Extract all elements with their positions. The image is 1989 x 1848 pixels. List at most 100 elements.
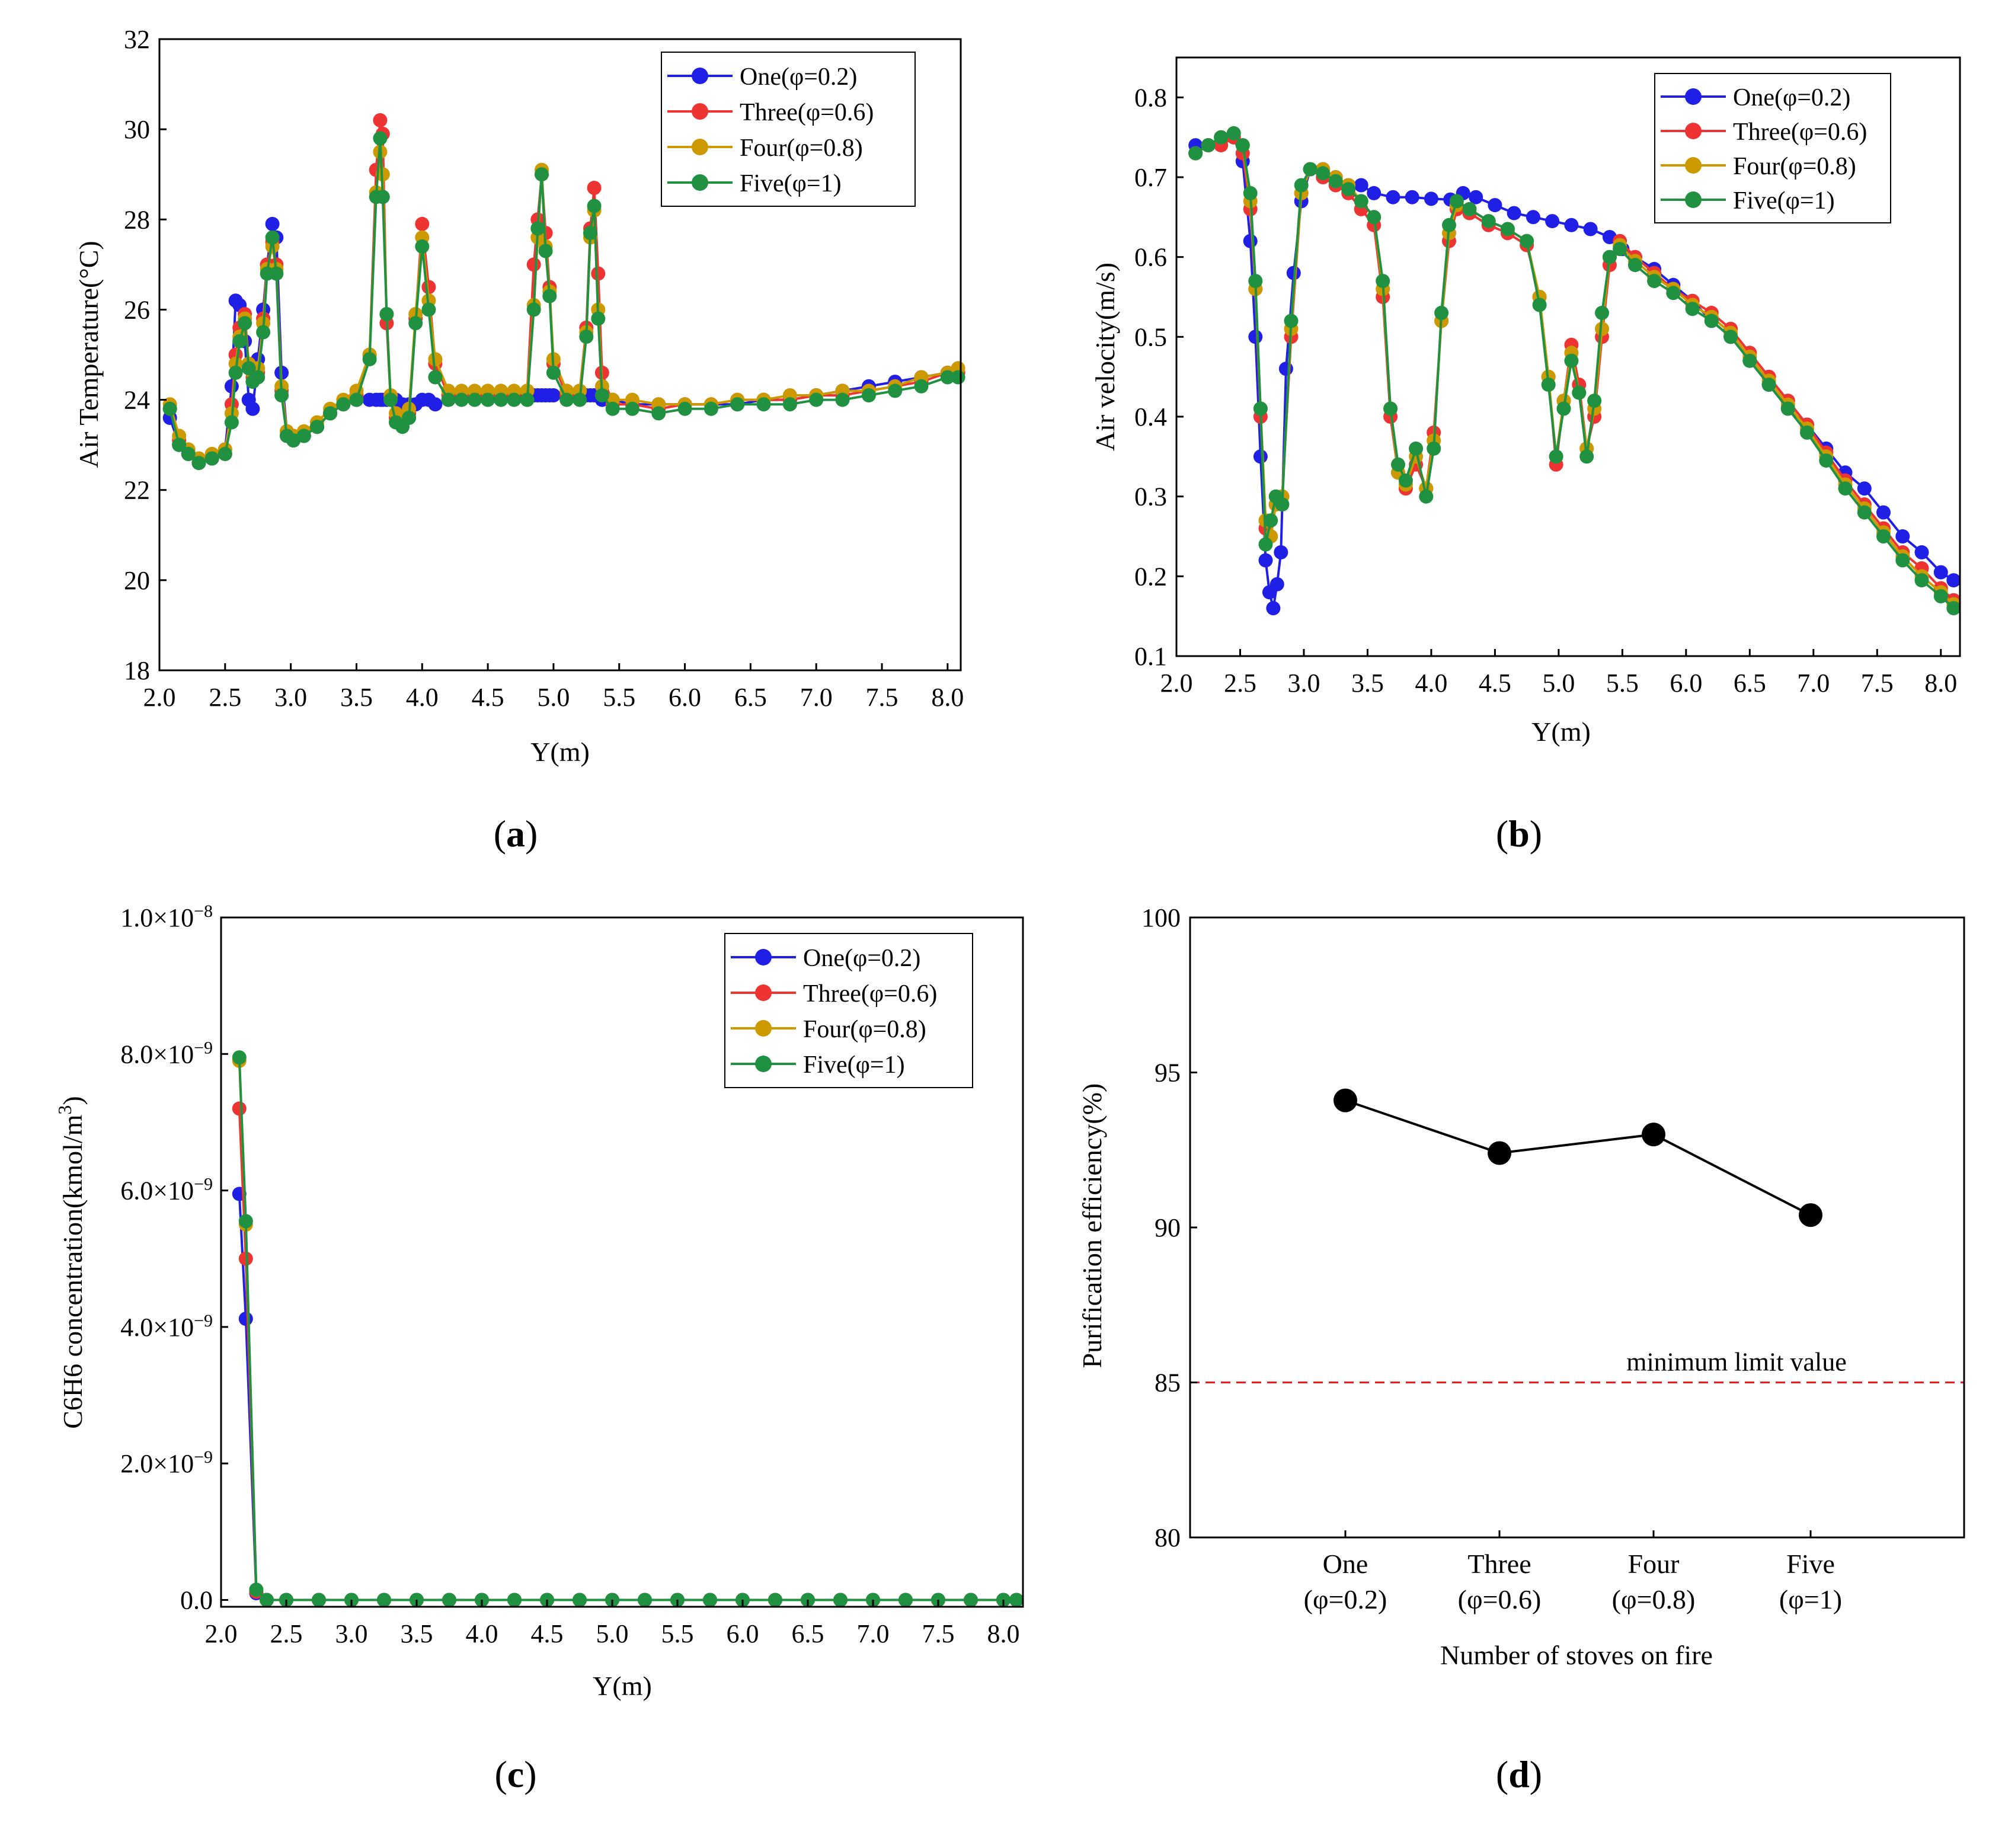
panel-d-frame <box>1189 916 1965 1539</box>
data-point-five <box>362 352 377 367</box>
panel-a-xlabel: Y(m) <box>530 737 590 767</box>
data-point-one <box>1278 362 1293 376</box>
legend-label: One(φ=0.2) <box>1733 84 1850 111</box>
panel-b-ytick-label: 0.6 <box>1134 243 1167 272</box>
panel-a-xtick-label: 7.0 <box>800 683 833 712</box>
panel-c-ytick-label: 4.0×10−9 <box>120 1310 213 1342</box>
panel-a-ytick-label: 32 <box>124 25 150 54</box>
panel-b-caption-letter: b <box>1508 813 1530 855</box>
data-point-one <box>1946 573 1961 588</box>
panel-d-series <box>1334 1088 1822 1227</box>
data-point-five <box>1462 202 1477 216</box>
data-point-five <box>1556 401 1571 416</box>
data-point-five <box>383 392 398 407</box>
panel-b-series <box>1188 126 1961 616</box>
data-point-one <box>1258 553 1273 568</box>
data-point-five <box>269 266 284 281</box>
data-point-five <box>1838 481 1853 496</box>
panel-c-caption: (c) <box>494 1753 536 1795</box>
panel-c-xtick-label: 7.0 <box>857 1619 890 1648</box>
data-point-five <box>1009 1593 1024 1607</box>
legend-label: One(φ=0.2) <box>740 63 857 91</box>
legend-label: Five(φ=1) <box>1733 187 1835 215</box>
panel-c-xtick-label: 2.5 <box>270 1619 303 1648</box>
data-point-five <box>530 221 545 236</box>
data-point-five <box>415 239 430 254</box>
series-line-four <box>238 1060 1016 1601</box>
data-point-five <box>1434 305 1449 320</box>
legend-label: Five(φ=1) <box>803 1051 905 1079</box>
data-point-five <box>312 1593 326 1607</box>
panel-d-xtick-label-line1: Three <box>1467 1549 1531 1579</box>
data-point-five <box>1383 401 1398 416</box>
panel-c-series <box>232 1050 1024 1607</box>
data-point-one <box>1488 198 1502 213</box>
data-point-five <box>1188 146 1203 161</box>
data-point-five <box>703 401 718 416</box>
data-point-five <box>1800 425 1814 440</box>
data-point-five <box>181 446 196 461</box>
panel-a-yticks: 18 20 22 24 26 28 30 32 <box>124 25 167 685</box>
panel-a-xtick-label: 2.0 <box>143 683 176 712</box>
data-point-five <box>251 370 266 385</box>
data-point-five <box>573 1593 587 1607</box>
panel-c-ytick-label: 6.0×10−9 <box>120 1174 213 1206</box>
data-point-five <box>256 325 271 340</box>
data-point-five <box>1647 274 1662 289</box>
data-point-five <box>1284 314 1299 328</box>
data-point-five <box>1780 401 1795 416</box>
data-point-five <box>591 311 606 326</box>
data-point-five <box>1201 138 1216 153</box>
data-point-five <box>232 334 247 349</box>
panel-b-xtick-label: 4.0 <box>1415 669 1447 698</box>
data-point-one <box>1857 481 1872 496</box>
data-point-five <box>542 289 557 303</box>
data-point-five <box>228 365 243 380</box>
data-point-five <box>940 370 955 385</box>
panel-b-xtick-label: 3.0 <box>1287 669 1320 698</box>
data-point-five <box>1895 553 1910 568</box>
panel-b-xtick-label: 5.5 <box>1606 669 1639 698</box>
data-point-five <box>377 1593 391 1607</box>
data-point-five <box>730 397 745 412</box>
data-point-five <box>1328 174 1343 188</box>
panel-b-ytick-label: 0.1 <box>1134 642 1167 671</box>
panel-c-yticks: 0.02.0×10−94.0×10−96.0×10−98.0×10−91.0×1… <box>120 901 228 1614</box>
data-point-five <box>507 392 522 407</box>
data-point-five <box>1572 385 1587 400</box>
panel-b-xtick-label: 7.0 <box>1797 669 1830 698</box>
data-point-five <box>172 437 187 452</box>
data-point-five <box>507 1593 522 1607</box>
data-point-five <box>833 1593 848 1607</box>
data-point-one <box>1354 178 1368 193</box>
reference-line-label: minimum limit value <box>1626 1348 1847 1377</box>
data-point-three <box>526 257 541 272</box>
data-point-five <box>951 370 965 385</box>
legend-label: Four(φ=0.8) <box>803 1016 926 1043</box>
data-point-one <box>1933 565 1948 580</box>
panel-c-xlabel: Y(m) <box>593 1671 652 1701</box>
data-point-one <box>1248 330 1263 344</box>
efficiency-line <box>1345 1099 1811 1216</box>
data-point-one <box>1564 218 1579 232</box>
panel-d-xtick-label-line1: Four <box>1628 1549 1680 1579</box>
data-point-five <box>1595 305 1609 320</box>
panel-c-xtick-label: 3.0 <box>335 1619 368 1648</box>
data-point-five <box>421 302 436 317</box>
data-point-five <box>1316 166 1331 181</box>
data-point-five <box>835 392 850 407</box>
panel-d-ytick-label: 100 <box>1141 903 1181 932</box>
panel-b-ytick-label: 0.7 <box>1134 163 1167 192</box>
legend-swatch-marker <box>755 984 772 1001</box>
data-point-four <box>1595 321 1609 336</box>
data-point-five <box>1946 601 1961 616</box>
data-point-five <box>1685 302 1700 316</box>
panel-b-xtick-label: 6.0 <box>1670 669 1702 698</box>
data-point-five <box>467 392 482 407</box>
data-point-five <box>535 167 549 182</box>
panel-a-xticks: 2.0 2.5 3.0 3.5 4.0 4.5 5.0 5.5 6.0 6.5 7.0 7.5 8.0 <box>143 663 964 712</box>
panel-b-ytick-label: 0.2 <box>1134 562 1167 591</box>
data-point-three <box>591 266 606 281</box>
panel-c-xtick-label: 4.0 <box>466 1619 498 1648</box>
legend-label: Four(φ=0.8) <box>1733 153 1856 180</box>
